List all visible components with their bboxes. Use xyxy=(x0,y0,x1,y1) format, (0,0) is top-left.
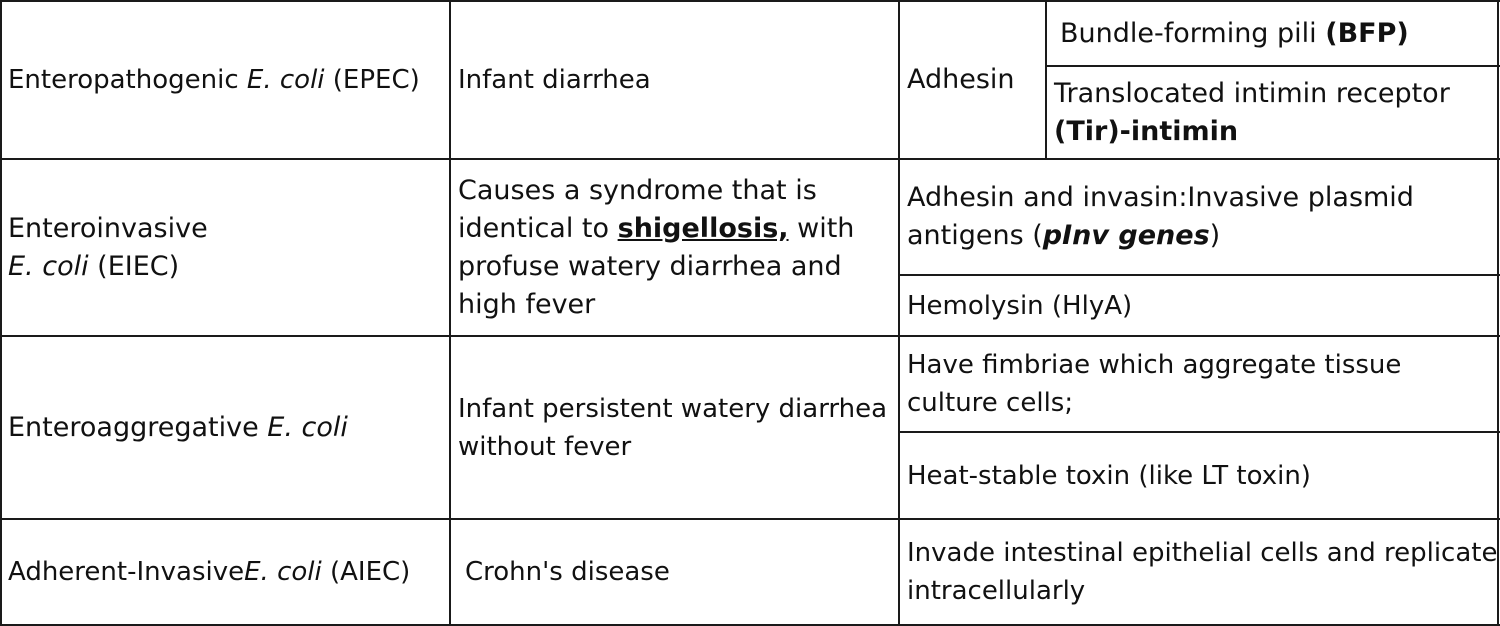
species-name: E. coli xyxy=(8,250,89,282)
factor-text: Have fimbriae which aggregate tissue xyxy=(907,350,1402,380)
disease-cell: Crohn's disease xyxy=(465,520,898,624)
disease-cell: Infant diarrhea xyxy=(458,2,898,158)
disease-text: without fever xyxy=(458,431,632,462)
species-name: E. coli xyxy=(244,557,322,587)
factor-text: Bundle-forming pili xyxy=(1060,17,1326,49)
factor-text: culture cells; xyxy=(907,388,1074,418)
disease-text: Infant persistent watery diarrhea xyxy=(458,393,888,424)
disease-text: Crohn's disease xyxy=(465,557,670,587)
sub-row-divider xyxy=(900,431,1500,433)
gene-name: pInv genes xyxy=(1042,220,1210,251)
pathotype-name: Enteropathogenic xyxy=(8,65,247,95)
row-divider xyxy=(0,518,1500,520)
factor-group-cell: Adhesin xyxy=(907,2,1045,158)
factor-text: Heat-stable toxin (like LT toxin) xyxy=(907,460,1311,491)
pathotype-name: Adherent-Invasive xyxy=(8,557,245,587)
disease-text: profuse watery diarrhea and xyxy=(458,250,842,282)
disease-text: with xyxy=(788,212,855,244)
pathotype-cell: Enteroinvasive E. coli (EIEC) xyxy=(8,160,448,335)
factor-text: Invade intestinal epithelial cells and r… xyxy=(907,538,1498,568)
factor-text: intracellularly xyxy=(907,576,1086,606)
pathotype-name: Enteroaggregative xyxy=(8,411,268,443)
factor-text: ) xyxy=(1209,220,1221,251)
pathotype-cell: Enteroaggregative E. coli xyxy=(8,337,448,518)
factor-cell: Have fimbriae which aggregate tissue cul… xyxy=(907,337,1497,431)
factor-cell: Heat-stable toxin (like LT toxin) xyxy=(907,433,1497,518)
row-divider xyxy=(0,0,1500,2)
factor-cell: Adhesin and invasin:Invasive plasmid ant… xyxy=(907,160,1497,274)
factor-cell: Bundle-forming pili (BFP) xyxy=(1060,2,1496,65)
disease-text: identical to xyxy=(458,212,618,244)
factor-text: Hemolysin (HlyA) xyxy=(907,290,1133,321)
sub-row-divider xyxy=(900,274,1500,276)
pathotype-name: Enteroinvasive xyxy=(8,212,208,244)
factor-cell: Invade intestinal epithelial cells and r… xyxy=(907,520,1497,624)
factor-text-bold: (Tir)-intimin xyxy=(1054,115,1239,147)
pathotype-cell: Enteropathogenic E. coli (EPEC) xyxy=(8,2,448,158)
disease-cell: Infant persistent watery diarrhea withou… xyxy=(458,337,898,518)
factor-text: antigens ( xyxy=(907,220,1043,251)
row-divider xyxy=(0,335,1500,337)
species-name: E. coli xyxy=(267,411,348,443)
disease-text: Infant diarrhea xyxy=(458,65,651,95)
column-divider xyxy=(1497,0,1499,626)
pathotype-abbr: (EPEC) xyxy=(324,65,420,95)
factor-text: Translocated intimin receptor xyxy=(1054,77,1450,109)
factor-cell: Hemolysin (HlyA) xyxy=(907,276,1497,335)
factor-abbr: (BFP) xyxy=(1325,17,1409,49)
pathotype-abbr: (AIEC) xyxy=(321,557,411,587)
disease-text: Causes a syndrome that is xyxy=(458,174,817,206)
column-divider xyxy=(449,0,451,626)
sub-row-divider xyxy=(1046,65,1500,67)
species-name: E. coli xyxy=(246,65,325,95)
disease-text: high fever xyxy=(458,288,596,320)
row-divider xyxy=(0,158,1500,160)
column-divider xyxy=(898,0,900,626)
row-divider xyxy=(0,624,1500,626)
disease-cell: Causes a syndrome that is identical to s… xyxy=(458,160,898,335)
factor-group-label: Adhesin xyxy=(907,64,1015,95)
column-divider xyxy=(0,0,2,626)
factor-text: Adhesin and invasin:Invasive plasmid xyxy=(907,182,1414,213)
shigellosis-link[interactable]: shigellosis, xyxy=(617,212,789,244)
pathotype-cell: Adherent-InvasiveE. coli (AIEC) xyxy=(8,520,448,624)
factor-cell: Translocated intimin receptor (Tir)-intim… xyxy=(1054,67,1496,158)
pathotype-abbr: (EIEC) xyxy=(88,250,180,282)
column-divider xyxy=(1045,0,1047,159)
